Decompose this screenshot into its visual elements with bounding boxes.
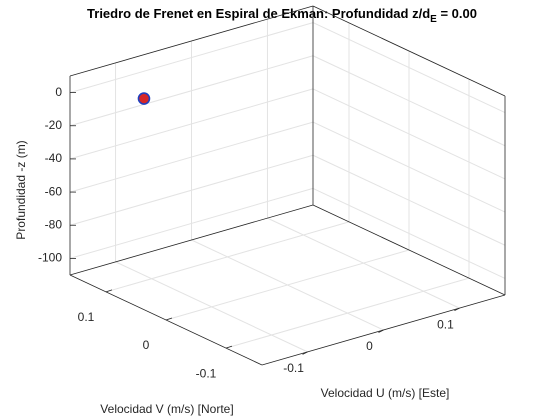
y-tick-label: 0 — [143, 338, 150, 352]
x-axis-label: Velocidad U (m/s) [Este] — [321, 386, 450, 400]
title-main: Triedro de Frenet en Espiral de Ekman: P… — [87, 6, 430, 21]
grid-line — [312, 55, 506, 147]
axis-edge — [69, 204, 314, 276]
title-suffix: = 0.00 — [437, 6, 477, 21]
z-tick-label: -20 — [45, 118, 63, 132]
x-tick — [378, 329, 384, 333]
chart-title: Triedro de Frenet en Espiral de Ekman: P… — [87, 6, 477, 24]
y-tick-label: -0.1 — [196, 366, 217, 380]
grid-line — [69, 55, 314, 127]
z-tick-label: 0 — [55, 85, 62, 99]
y-tick — [225, 345, 233, 349]
point — [137, 92, 151, 105]
grid-line — [225, 277, 470, 349]
y-tick-label: 0.1 — [78, 310, 95, 324]
z-tick-label: -40 — [45, 151, 63, 165]
grid-line — [165, 249, 410, 321]
y-tick — [105, 289, 113, 293]
grid-line — [69, 187, 314, 259]
z-tick-label: -60 — [45, 184, 63, 198]
z-tick-label: -100 — [38, 251, 62, 265]
grid-line — [312, 187, 506, 279]
axis-edge — [312, 204, 506, 296]
x-tick-label: -0.1 — [283, 361, 304, 375]
grid-line — [69, 88, 314, 160]
z-tick-label: -80 — [45, 217, 63, 231]
grid-line — [69, 121, 314, 193]
grid-line — [312, 88, 506, 180]
x-tick — [302, 351, 308, 355]
y-axis-label: Velocidad V (m/s) [Norte] — [100, 402, 233, 416]
axis-edge — [312, 5, 506, 97]
grid-line — [105, 221, 350, 293]
y-tick — [165, 317, 173, 321]
axis-edge — [69, 5, 314, 77]
x-tick-label: 0.1 — [437, 317, 454, 331]
grid-line — [312, 22, 506, 114]
grid-line — [69, 22, 314, 94]
grid-line — [312, 121, 506, 213]
x-tick-label: 0 — [366, 339, 373, 353]
z-axis-label: Profundidad -z (m) — [14, 140, 28, 239]
grid-line — [312, 154, 506, 246]
x-tick — [454, 307, 460, 311]
title-subscript: E — [430, 14, 437, 25]
grid-line — [69, 154, 314, 226]
